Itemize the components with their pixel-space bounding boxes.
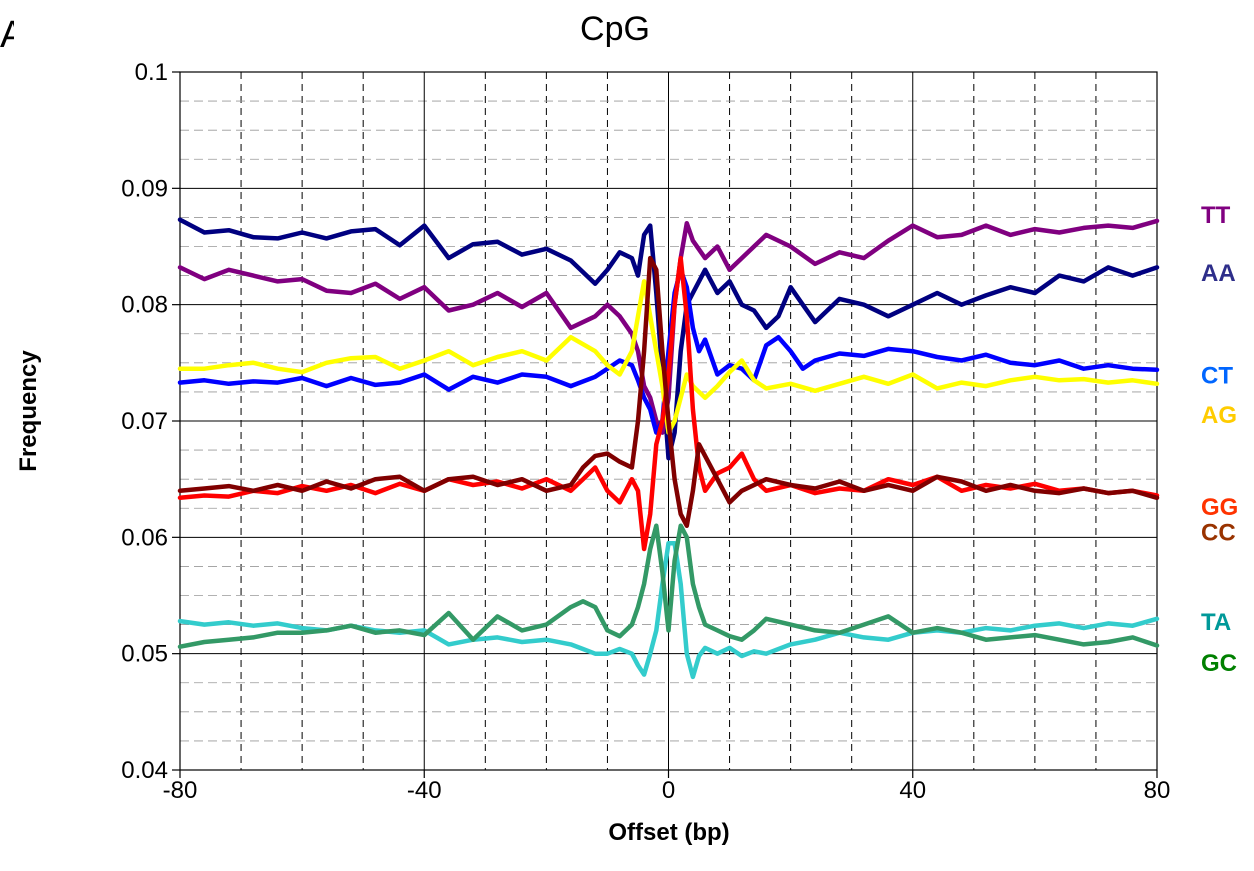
y-tick-label: 0.04 — [121, 757, 168, 784]
x-tick-label: 0 — [662, 777, 675, 804]
y-tick-label: 0.09 — [121, 175, 168, 202]
axis-ticks: -80 -40 0 40 80 0.04 0.05 0.06 0.07 0.08 0.09 0.1 — [121, 59, 1170, 804]
panel-letter: A — [0, 14, 14, 56]
x-tick-label: -80 — [163, 777, 198, 804]
series-line-ta — [177, 540, 1160, 680]
series-label-ta: TA — [1201, 609, 1231, 636]
series-line-gc — [177, 523, 1160, 649]
series-label-cc: CC — [1201, 520, 1236, 547]
x-tick-label: -40 — [407, 777, 442, 804]
series-label-ag: AG — [1201, 402, 1237, 429]
y-tick-label: 0.07 — [121, 408, 168, 435]
series-label-ct: CT — [1201, 362, 1233, 389]
y-tick-label: 0.1 — [135, 59, 168, 86]
series-lines — [177, 217, 1160, 680]
y-axis-title: Frequency — [15, 350, 42, 472]
x-axis-title: Offset (bp) — [608, 819, 729, 846]
series-line-aa — [177, 217, 1160, 461]
series-label-aa: AA — [1201, 260, 1236, 287]
y-tick-label: 0.05 — [121, 641, 168, 668]
series-line-cc — [177, 255, 1160, 528]
series-label-gg: GG — [1201, 494, 1238, 521]
series-label-tt: TT — [1201, 202, 1231, 229]
x-tick-label: 80 — [1144, 777, 1171, 804]
y-tick-label: 0.08 — [121, 292, 168, 319]
x-tick-label: 40 — [899, 777, 926, 804]
y-tick-label: 0.06 — [121, 524, 168, 551]
series-label-gc: GC — [1201, 650, 1237, 677]
chart-title: CpG — [580, 10, 650, 48]
